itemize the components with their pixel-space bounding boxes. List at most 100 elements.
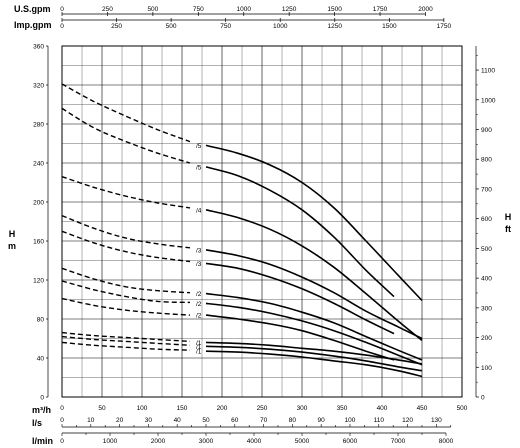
y-axis-title-left-2: m xyxy=(8,241,16,251)
y-tick-label-ft: 400 xyxy=(481,276,492,283)
curve-label-7: /2 xyxy=(196,301,202,308)
ls-tick-label: 60 xyxy=(231,417,239,424)
ls-tick-label: 50 xyxy=(202,417,210,424)
curve-label-3: /4 xyxy=(196,207,202,214)
curve-solid-7 xyxy=(205,302,423,366)
curve-dashed-10 xyxy=(61,335,191,346)
usgpm-tick-label: 0 xyxy=(60,6,64,13)
x-tick-label-m3h: 500 xyxy=(457,405,468,412)
y-tick-label-ft: 500 xyxy=(481,246,492,253)
lmin-tick-label: 0 xyxy=(60,438,64,445)
curve-solid-1 xyxy=(205,144,423,302)
usgpm-tick-label: 250 xyxy=(102,6,113,13)
y-tick-label-ft: 900 xyxy=(481,127,492,134)
y-axis-title-left-1: H xyxy=(9,229,16,239)
usgpm-tick-label: 1250 xyxy=(282,6,297,13)
usgpm-tick-label: 1500 xyxy=(327,6,342,13)
plot-frame xyxy=(61,45,463,398)
curve-dashed-2 xyxy=(61,107,191,164)
curve-label-4: /3 xyxy=(196,247,202,254)
y-tick-label-m: 160 xyxy=(33,239,44,246)
lmin-tick-label: 5000 xyxy=(295,438,310,445)
y-tick-label-m: 320 xyxy=(33,83,44,90)
curve-solid-5 xyxy=(205,262,395,335)
curve-solid-10 xyxy=(205,345,423,372)
curve-solid-9 xyxy=(205,341,423,365)
curve-dashed-4 xyxy=(61,214,191,249)
x-tick-label-m3h: 350 xyxy=(337,405,348,412)
curve-dashed-11 xyxy=(61,341,191,351)
y-tick-label-ft: 200 xyxy=(481,335,492,342)
y-tick-label-ft: 600 xyxy=(481,216,492,223)
x-tick-label-m3h: 250 xyxy=(257,405,268,412)
y-tick-label-m: 280 xyxy=(33,122,44,129)
impgpm-tick-label: 250 xyxy=(111,23,122,30)
curve-solid-8 xyxy=(205,314,395,361)
y-tick-label-ft: 700 xyxy=(481,186,492,193)
y-tick-label-m: 0 xyxy=(40,395,44,402)
y-tick-label-ft: 800 xyxy=(481,157,492,164)
curve-dashed-7 xyxy=(61,280,191,304)
x-tick-label-m3h: 50 xyxy=(98,405,106,412)
ls-tick-label: 70 xyxy=(260,417,268,424)
y-tick-label-ft: 100 xyxy=(481,365,492,372)
ls-tick-label: 90 xyxy=(318,417,326,424)
ls-tick-label: 100 xyxy=(345,417,356,424)
y-tick-label-m: 360 xyxy=(33,44,44,51)
ls-tick-label: 0 xyxy=(60,417,64,424)
x-axis-title-m3h: m³/h xyxy=(32,405,51,415)
lmin-tick-label: 6000 xyxy=(343,438,358,445)
curve-dashed-3 xyxy=(61,176,191,209)
impgpm-tick-label: 1500 xyxy=(382,23,397,30)
impgpm-tick-label: 1000 xyxy=(273,23,288,30)
curve-label-1: /5 xyxy=(196,143,202,150)
y-tick-label-ft: 0 xyxy=(481,395,485,402)
curve-dashed-8 xyxy=(61,297,191,316)
x-tick-label-m3h: 150 xyxy=(177,405,188,412)
impgpm-tick-label: 0 xyxy=(60,23,64,30)
curve-dashed-9 xyxy=(61,331,191,343)
ls-tick-label: 120 xyxy=(402,417,413,424)
ls-tick-label: 20 xyxy=(116,417,124,424)
curve-solid-11 xyxy=(205,350,423,378)
lmin-tick-label: 8000 xyxy=(439,438,454,445)
lmin-tick-label: 7000 xyxy=(391,438,406,445)
x-tick-label-m3h: 400 xyxy=(377,405,388,412)
impgpm-tick-label: 1250 xyxy=(328,23,343,30)
y-tick-label-m: 240 xyxy=(33,161,44,168)
curve-label-10: /1 xyxy=(196,344,202,351)
ls-tick-label: 80 xyxy=(289,417,297,424)
ls-tick-label: 130 xyxy=(431,417,442,424)
usgpm-axis-title: U.S.gpm xyxy=(14,4,51,14)
curve-solid-4 xyxy=(205,249,423,340)
impgpm-tick-label: 500 xyxy=(166,23,177,30)
curve-dashed-1 xyxy=(61,83,191,143)
y-tick-label-ft: 300 xyxy=(481,305,492,312)
impgpm-tick-label: 750 xyxy=(220,23,231,30)
x-tick-label-m3h: 0 xyxy=(60,405,64,412)
curve-label-6: /2 xyxy=(196,291,202,298)
curve-label-2: /5 xyxy=(196,164,202,171)
ls-tick-label: 30 xyxy=(145,417,153,424)
usgpm-tick-label: 750 xyxy=(193,6,204,13)
impgpm-axis-title: Imp.gpm xyxy=(14,20,52,30)
x-tick-label-m3h: 200 xyxy=(217,405,228,412)
curve-label-9: /1 xyxy=(196,340,202,347)
x-tick-label-m3h: 450 xyxy=(417,405,428,412)
usgpm-tick-label: 1750 xyxy=(373,6,388,13)
y-tick-label-m: 80 xyxy=(37,317,45,324)
y-axis-title-right-2: ft xyxy=(505,224,511,234)
y-tick-label-m: 40 xyxy=(37,356,45,363)
y-tick-label-m: 120 xyxy=(33,278,44,285)
lmin-tick-label: 1000 xyxy=(103,438,118,445)
curve-dashed-5 xyxy=(61,230,191,263)
lmin-tick-label: 4000 xyxy=(247,438,262,445)
usgpm-tick-label: 1000 xyxy=(237,6,252,13)
ls-tick-label: 110 xyxy=(374,417,385,424)
usgpm-tick-label: 2000 xyxy=(418,6,433,13)
curve-label-11: /1 xyxy=(196,349,202,356)
ls-tick-label: 10 xyxy=(87,417,95,424)
impgpm-tick-label: 1750 xyxy=(437,23,452,30)
x-tick-label-m3h: 100 xyxy=(137,405,148,412)
